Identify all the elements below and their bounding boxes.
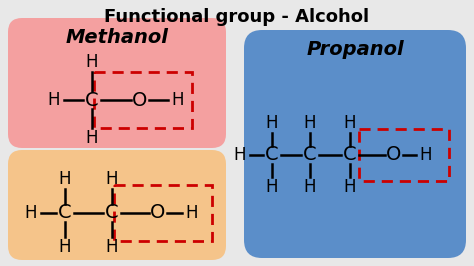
Text: C: C [58,203,72,222]
Text: H: H [266,178,278,196]
FancyBboxPatch shape [8,18,226,148]
Text: Propanol: Propanol [306,40,404,59]
Text: H: H [86,129,98,147]
Text: Methanol: Methanol [65,28,168,47]
Text: H: H [86,53,98,71]
Text: H: H [344,178,356,196]
Text: H: H [25,204,37,222]
FancyBboxPatch shape [8,150,226,260]
Text: C: C [343,146,357,164]
Text: H: H [234,146,246,164]
Text: C: C [85,90,99,110]
Text: H: H [266,114,278,132]
Text: Functional group - Alcohol: Functional group - Alcohol [104,8,370,26]
Text: H: H [172,91,184,109]
Text: H: H [186,204,198,222]
Text: H: H [48,91,60,109]
Text: H: H [106,170,118,188]
Text: O: O [150,203,166,222]
Text: O: O [132,90,148,110]
Text: C: C [303,146,317,164]
Text: H: H [59,238,71,256]
Text: H: H [344,114,356,132]
Text: H: H [59,170,71,188]
Text: C: C [265,146,279,164]
FancyBboxPatch shape [244,30,466,258]
Text: C: C [105,203,119,222]
Text: H: H [420,146,432,164]
Text: H: H [106,238,118,256]
Text: O: O [386,146,401,164]
Text: H: H [304,114,316,132]
Text: H: H [304,178,316,196]
